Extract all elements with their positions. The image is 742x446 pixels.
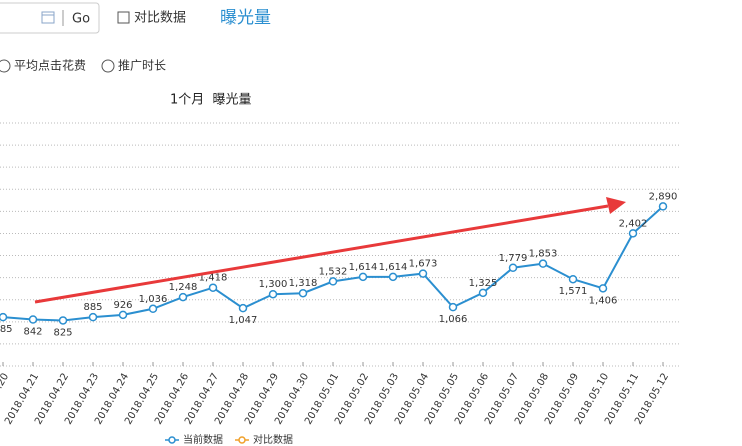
data-label: 1,614 [379,262,408,273]
data-label: 1,047 [229,315,258,326]
legend-marker [168,436,176,444]
data-label: 885 [83,302,102,313]
data-point [478,288,488,298]
data-label: 885 [0,324,13,335]
data-point [658,202,668,211]
data-point [118,310,128,320]
data-label: 2,890 [649,191,678,202]
metric-title: 曝光量 [220,8,271,28]
data-point [538,259,548,268]
data-point [448,302,458,312]
data-point [28,315,38,324]
data-label: 1,036 [139,294,168,305]
data-point [568,274,578,284]
data-point [0,312,8,322]
data-label: 1,779 [499,253,528,264]
data-label: 1,300 [259,279,288,290]
legend-label: 对比数据 [253,433,293,446]
data-point [598,284,608,293]
data-point [628,229,638,238]
data-label: 1,325 [469,278,498,289]
data-point [88,312,98,322]
radio-label[interactable]: 推广时长 [118,59,166,73]
chart: 2018.04.202018.04.212018.04.222018.04.23… [0,122,680,446]
data-label: 1,066 [439,314,468,325]
checkbox-label[interactable]: 对比数据 [134,11,186,26]
data-point [418,269,428,278]
data-label: 2,402 [619,218,648,229]
data-label: 1,532 [319,266,348,277]
data-label: 1,673 [409,259,438,270]
data-point [508,263,518,273]
data-label: 825 [53,327,72,338]
data-point [58,316,68,325]
legend-label: 当前数据 [183,433,223,446]
data-label: 1,418 [199,273,228,284]
data-label: 1,614 [349,262,378,273]
data-point [388,272,398,282]
legend-marker [238,436,246,444]
data-point [238,303,248,313]
data-label: 1,853 [529,249,558,260]
data-label: 926 [113,300,132,311]
data-label: 842 [23,326,42,337]
chart-title: 1个月 曝光量 [170,93,252,108]
trend-arrow [34,197,626,304]
radio[interactable] [101,59,115,73]
data-point [328,277,338,286]
checkbox[interactable] [117,11,130,24]
data-point [178,292,188,302]
data-point [298,288,308,298]
go-button[interactable]: Go [72,12,90,27]
data-label: 1,318 [289,278,318,289]
data-point [358,272,368,282]
data-point [208,283,218,292]
data-label: 1,406 [589,295,618,306]
radio[interactable] [0,59,11,73]
data-label: 1,571 [559,286,588,297]
calendar-icon [41,11,55,24]
data-label: 1,248 [169,282,198,293]
data-point [148,304,158,314]
data-point [268,289,278,299]
radio-label[interactable]: 平均点击花费 [14,58,86,73]
